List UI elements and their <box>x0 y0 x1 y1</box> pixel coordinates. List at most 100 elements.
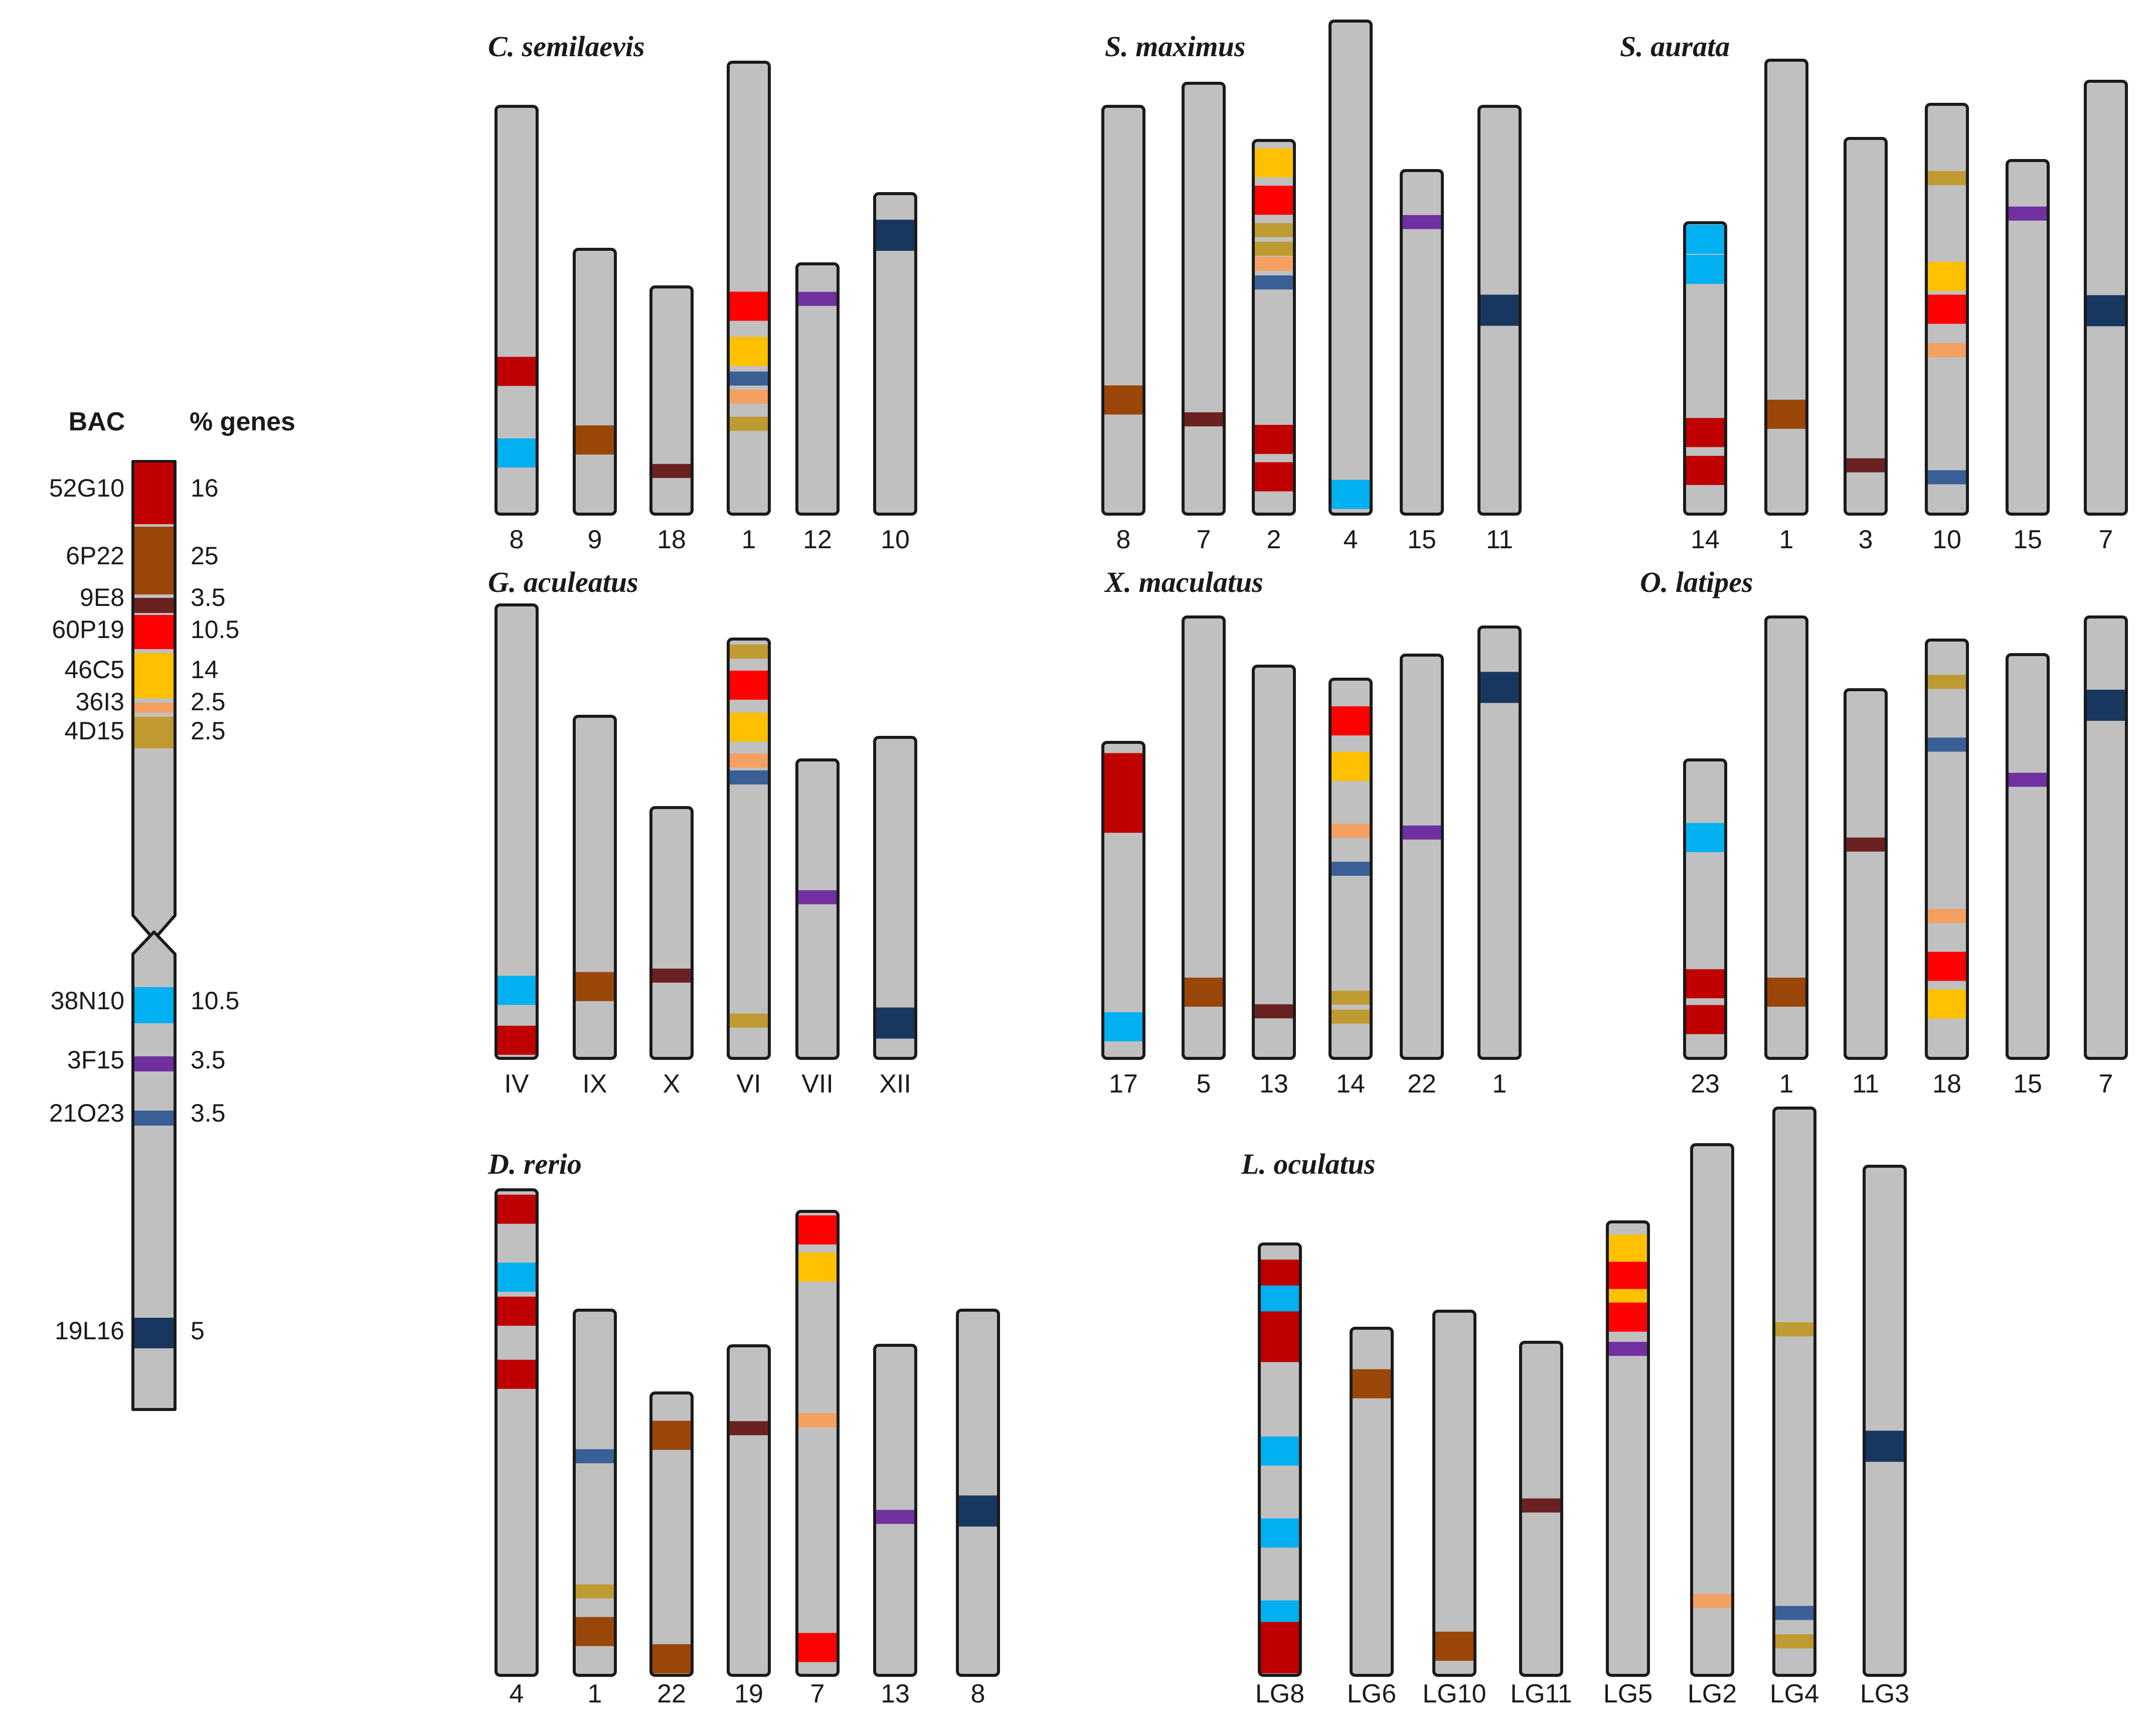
chromosome-s-maximus-11: 11 <box>1477 105 1522 554</box>
band-36i3 <box>1255 256 1293 271</box>
legend-bac-label: 46C5 <box>64 656 124 684</box>
chromosome-s-aurata-1: 1 <box>1764 59 1808 554</box>
band-36i3 <box>798 1413 837 1428</box>
chromosome-outline <box>1329 678 1373 1060</box>
band-21o23 <box>1928 737 1966 752</box>
band-3f15 <box>2009 206 2047 221</box>
chromosome-body <box>1401 171 1442 514</box>
chromosome-s-aurata-10: 10 <box>1925 103 1969 554</box>
chromosome-d-rerio-19: 19 <box>727 1344 771 1708</box>
chromosome-o-latipes-18: 18 <box>1925 639 1969 1099</box>
band-38n10 <box>497 1263 536 1292</box>
band-60p19 <box>1609 1262 1647 1291</box>
band-4d15 <box>1255 242 1293 256</box>
chromosome-outline <box>727 1344 771 1677</box>
chromosome-o-latipes-11: 11 <box>1844 688 1888 1099</box>
legend-genes-value: 14 <box>191 656 219 684</box>
chromosome-label: 14 <box>1691 525 1720 554</box>
band-21o23 <box>576 1449 614 1464</box>
band-36i3 <box>730 389 768 404</box>
band-46c5 <box>1255 148 1293 178</box>
chromosome-body <box>797 264 838 514</box>
panel-d-rerio: D. rerio 4 1 22 19 7 13 8 <box>487 1148 1000 1708</box>
chromosome-label: 1 <box>1779 1069 1794 1099</box>
chromosome-label: 11 <box>1486 525 1513 554</box>
band-38n10 <box>497 976 536 1005</box>
band-6p22 <box>576 425 614 455</box>
chromosome-outline <box>1101 741 1145 1060</box>
chromosome-body <box>496 106 537 514</box>
band-3f15 <box>1403 825 1441 840</box>
band-3f15 <box>798 291 837 306</box>
chromosome-l-oculatus-lg11: LG11 <box>1510 1341 1572 1708</box>
legend-bac-label: 36I3 <box>76 688 124 716</box>
chromosome-body <box>957 1310 999 1675</box>
species-title: X. maculatus <box>1104 566 1263 598</box>
chromosome-label: 7 <box>2099 525 2113 554</box>
band-19l16 <box>2087 690 2125 721</box>
chromosome-label: XII <box>879 1069 911 1099</box>
band-46c5 <box>1609 1234 1647 1264</box>
band-9e8 <box>1847 837 1885 852</box>
chromosome-x-maculatus-14: 14 <box>1329 678 1373 1099</box>
chromosome-c-semilaevis-1: 1 <box>727 61 771 554</box>
band-21o23 <box>730 371 768 386</box>
chromosome-body <box>1766 617 1807 1058</box>
chromosome-x-maculatus-5: 5 <box>1182 615 1226 1099</box>
chromosome-label: 7 <box>810 1679 825 1708</box>
band-60p19 <box>1609 1302 1647 1332</box>
band-60p19 <box>798 1215 837 1244</box>
chromosome-g-aculeatus-x: X <box>649 806 694 1099</box>
band-52g10 <box>1261 1644 1299 1673</box>
legend-genes-value: 25 <box>191 542 219 570</box>
panel-s-maximus: S. maximus 8 7 2 4 15 11 <box>1101 20 1522 554</box>
chromosome-label: IX <box>582 1069 607 1099</box>
chromosome-outline <box>1477 105 1522 516</box>
chromosome-d-rerio-22: 22 <box>649 1391 694 1708</box>
chromosome-outline <box>727 61 771 516</box>
chromosome-label: 15 <box>2013 1069 2042 1099</box>
band-9e8 <box>1255 1004 1293 1019</box>
band-6p22 <box>576 972 614 1001</box>
band-4d15 <box>1332 1009 1370 1024</box>
band-4d15 <box>1775 1634 1813 1649</box>
band-36i3 <box>730 753 768 768</box>
chromosome-outline <box>1432 1310 1476 1677</box>
chromosome-label: 15 <box>1407 525 1436 554</box>
chromosome-label: 8 <box>510 525 524 554</box>
band-21o23 <box>1928 470 1966 485</box>
chromosome-outline <box>1925 103 1969 516</box>
chromosome-outline <box>1400 169 1444 516</box>
band-60p19 <box>1928 952 1966 981</box>
chromosome-label: 7 <box>1197 525 1211 554</box>
legend-genes-value: 5 <box>191 1317 205 1345</box>
band-38n10 <box>1261 1518 1299 1548</box>
chromosome-outline <box>2006 653 2050 1060</box>
panel-g-aculeatus: G. aculeatus IV IX X VI VII XII <box>488 566 917 1099</box>
chromosome-label: 23 <box>1691 1069 1720 1099</box>
species-title: G. aculeatus <box>488 566 638 598</box>
chromosome-body <box>875 737 916 1058</box>
chromosome-label: 22 <box>657 1679 686 1708</box>
chromosome-outline <box>795 1210 840 1677</box>
chromosome-label: LG6 <box>1347 1679 1396 1708</box>
band-38n10 <box>1686 823 1724 852</box>
chromosome-label: 7 <box>2099 1069 2113 1099</box>
species-title: S. aurata <box>1620 30 1730 63</box>
band-19l16 <box>1866 1431 1904 1462</box>
chromosome-outline <box>1252 139 1296 516</box>
chromosome-body <box>1253 666 1294 1058</box>
chromosome-label: VI <box>736 1069 761 1099</box>
chromosome-g-aculeatus-xii: XII <box>873 736 917 1099</box>
legend-genes-value: 16 <box>191 474 219 502</box>
band-52g10 <box>497 1297 536 1326</box>
chromosome-outline <box>1683 758 1727 1060</box>
band-38n10 <box>1261 1285 1299 1315</box>
legend-band-38n10 <box>134 987 174 1023</box>
band-38n10 <box>1261 1436 1299 1466</box>
band-6p22 <box>1767 978 1805 1007</box>
panel-l-oculatus: L. oculatus LG8 LG6 LG10 LG11 LG5 LG2 LG4 LG3 <box>1241 1107 1909 1708</box>
legend-band-21o23 <box>134 1111 174 1126</box>
band-6p22 <box>1185 978 1223 1007</box>
band-4d15 <box>1928 675 1966 689</box>
